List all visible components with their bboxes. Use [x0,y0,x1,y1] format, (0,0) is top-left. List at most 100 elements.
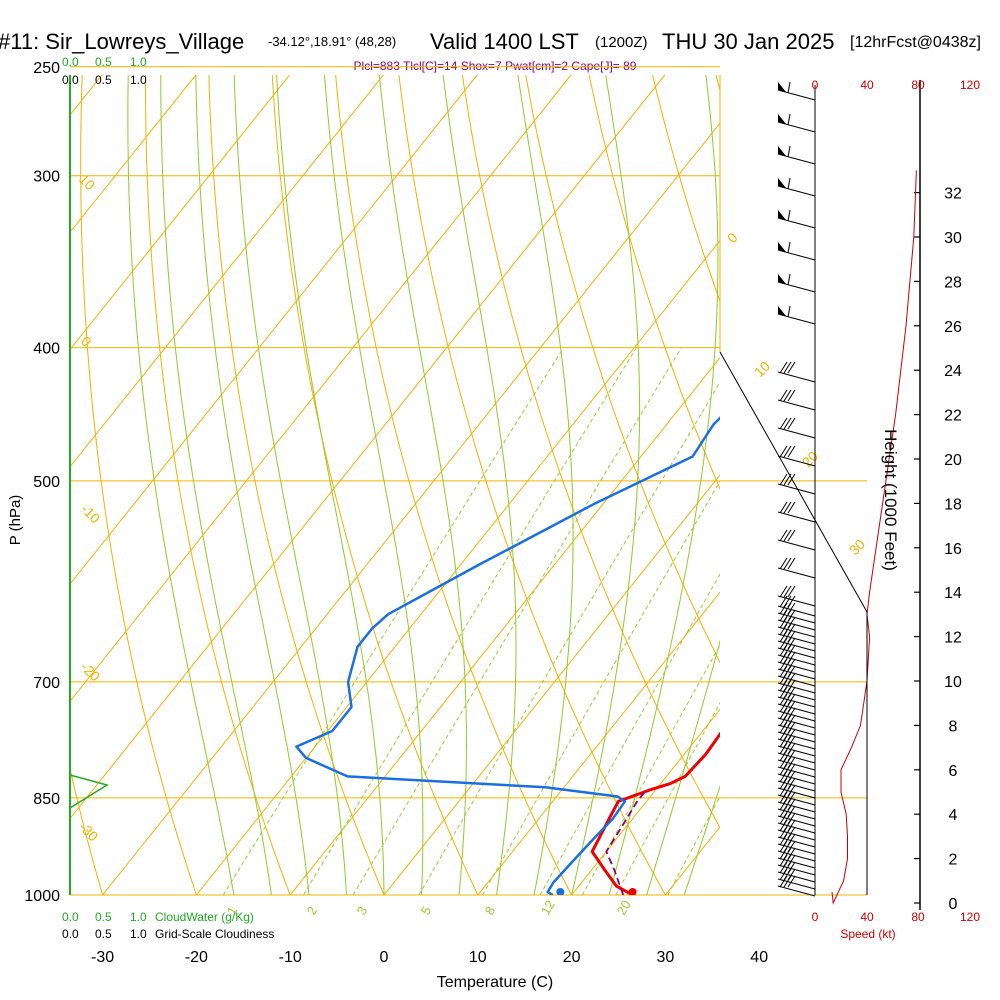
cloudwater-label: CloudWater (g/Kg) [155,910,254,924]
cloud-scale-tick: 0.0 [62,910,79,924]
wind-barb-feather [779,361,788,374]
isotherm-line [853,67,1000,895]
wind-barb-shaft [777,89,816,101]
wind-barb-feather [783,389,792,402]
height-tick-label: 30 [944,230,962,247]
wind-barb [777,529,816,551]
moist-adiabat [195,75,310,895]
wind-barb-pennant [778,274,786,284]
isotherm-line [0,67,15,895]
mixing-ratio-line [352,347,682,895]
wind-barb-feather [787,273,791,286]
wind-barb-feather [787,585,796,598]
speed-tick-top: 40 [860,78,874,92]
sounding-series [295,416,720,895]
wind-barb [777,791,816,813]
wind-barb [777,742,816,764]
wind-barb-feather [779,637,788,650]
wind-barb-shaft [777,371,816,383]
wind-barb-feather [787,529,796,542]
wind-barb [777,833,816,855]
moist-adiabat [442,75,517,895]
wind-speed-profile [831,170,917,905]
wind-barb [777,784,816,806]
wind-barb [777,840,816,862]
wind-barb-shaft [777,483,816,495]
isotherm-label: 20 [799,448,821,470]
wind-barb [777,707,816,729]
wind-barb-feather [779,812,788,825]
height-tick-label: 14 [944,585,962,602]
wind-barb [777,861,816,883]
wind-barb-shaft [777,427,816,439]
mixing-ratio-label: 2 [304,904,321,918]
height-tick-label: 10 [944,674,962,691]
wind-barb [777,361,816,383]
moist-adiabat [233,75,347,895]
wind-barb [777,585,816,607]
valid-date: THU 30 Jan 2025 [662,29,834,54]
wind-barb-feather [779,609,788,622]
wind-barb-feather [779,770,788,783]
pressure-tick-label: 400 [33,341,60,358]
wind-barb-feather [779,735,788,748]
wind-barb [777,623,816,645]
wind-barb-feather [783,361,792,374]
wind-barb [777,735,816,757]
wind-barb-feather [779,861,788,874]
mixing-ratio-line [667,795,720,895]
wind-barb [777,473,816,495]
wind-barb-feather [787,389,796,402]
wind-barb-feather [787,557,796,570]
speed-tick-bottom: 120 [960,910,980,924]
cloud-scale-tick: 0.5 [95,55,112,69]
wind-barb-feather [787,209,791,222]
x-axis-label: Temperature (C) [437,974,553,991]
wind-barb-feather [779,665,788,678]
mixing-ratio-line [539,573,720,895]
moist-adiabat [571,75,641,895]
speed-tick-top: 120 [960,78,980,92]
moist-adiabat [276,75,385,895]
wind-barb [777,630,816,652]
wind-barb-feather [779,529,788,542]
speed-tick-bottom: 80 [911,910,925,924]
pressure-tick-label: 300 [33,169,60,186]
wind-barb [777,501,816,523]
wind-barb-feather [779,651,788,664]
plot-boundary-line [719,351,868,895]
speed-axis-label: Speed (kt) [840,927,895,941]
wind-barb-feather [787,81,791,94]
isotherm-label: 10 [751,358,773,380]
isotherm-label: -30 [76,819,102,845]
wind-barb-shaft [777,185,816,197]
dry-adiabat [70,766,104,895]
wind-barb-feather [779,875,788,888]
mixing-ratio-line [615,702,720,895]
cloud-scale-tick: 1.0 [130,927,147,941]
wind-barb-feather [779,721,788,734]
wind-barb [777,826,816,848]
wind-barb-feather [779,672,788,685]
wind-barb-feather [783,501,792,514]
height-tick-label: 18 [944,496,962,513]
wind-barb-feather [779,445,788,458]
wind-barb [777,847,816,869]
zulu-time: (1200Z) [595,34,648,51]
mixing-ratio-line [482,480,720,895]
wind-barb [777,714,816,736]
wind-barb [777,770,816,792]
cloud-scale-tick: 1.0 [130,55,147,69]
wind-barb-feather [779,623,788,636]
dry-adiabat [966,67,1000,895]
wind-barb-feather [787,445,796,458]
height-tick-label: 12 [944,630,962,647]
wind-barb-feather [783,585,792,598]
wind-barb-feather [779,602,788,615]
cloud-scale-tick: 0.0 [62,73,79,87]
height-tick-label: 24 [944,363,962,380]
isotherm-label: 0 [724,229,741,246]
wind-barb [777,672,816,694]
height-tick-label: 0 [949,896,958,913]
